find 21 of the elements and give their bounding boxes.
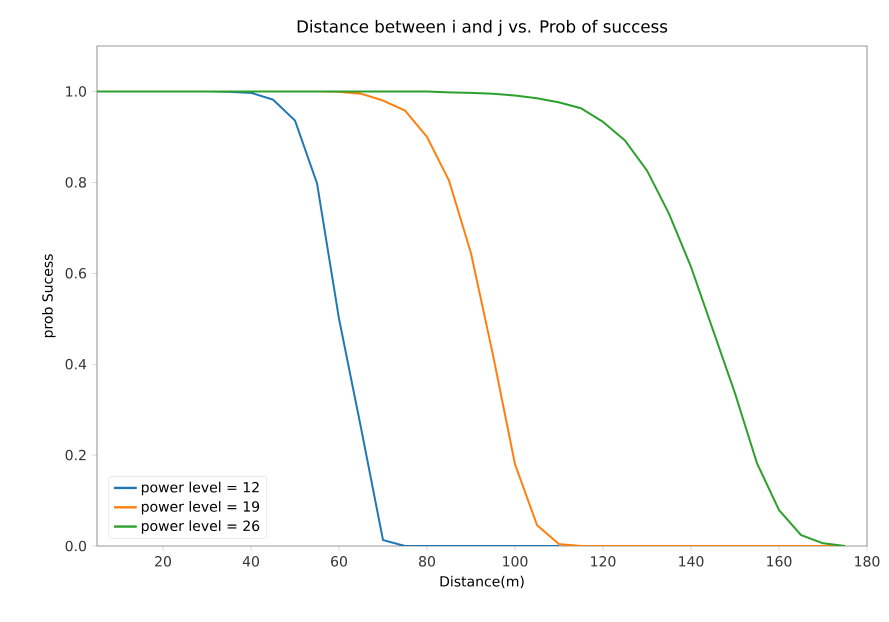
legend-label: power level = 19 [142, 500, 260, 515]
x-tick-label: 120 [591, 556, 616, 567]
y-tick-label: 0.6 [66, 268, 86, 279]
x-tick-label: 100 [503, 556, 528, 567]
legend-label: power level = 26 [142, 520, 260, 534]
x-axis-title: Distance(m) [440, 576, 524, 588]
x-tick-label: 20 [155, 556, 171, 567]
x-tick-label: 60 [331, 556, 347, 567]
x-tick-label: 140 [679, 556, 704, 567]
legend-label: power level = 12 [142, 482, 259, 496]
y-tick-label: 1.0 [66, 86, 86, 97]
chart-title: Distance between i and j vs. Prob of success [298, 20, 668, 36]
y-tick-label: 0.0 [66, 540, 86, 552]
y-tick-label: 0.8 [66, 177, 86, 188]
x-tick-label: 160 [767, 556, 792, 567]
x-tick-label: 40 [242, 556, 259, 567]
y-axis-title: prob Sucess [42, 254, 56, 338]
x-tick-label: 80 [419, 556, 435, 567]
y-tick-label: 0.2 [66, 450, 86, 460]
x-tick-label: 180 [855, 556, 880, 567]
y-tick-label: 0.4 [66, 358, 86, 370]
